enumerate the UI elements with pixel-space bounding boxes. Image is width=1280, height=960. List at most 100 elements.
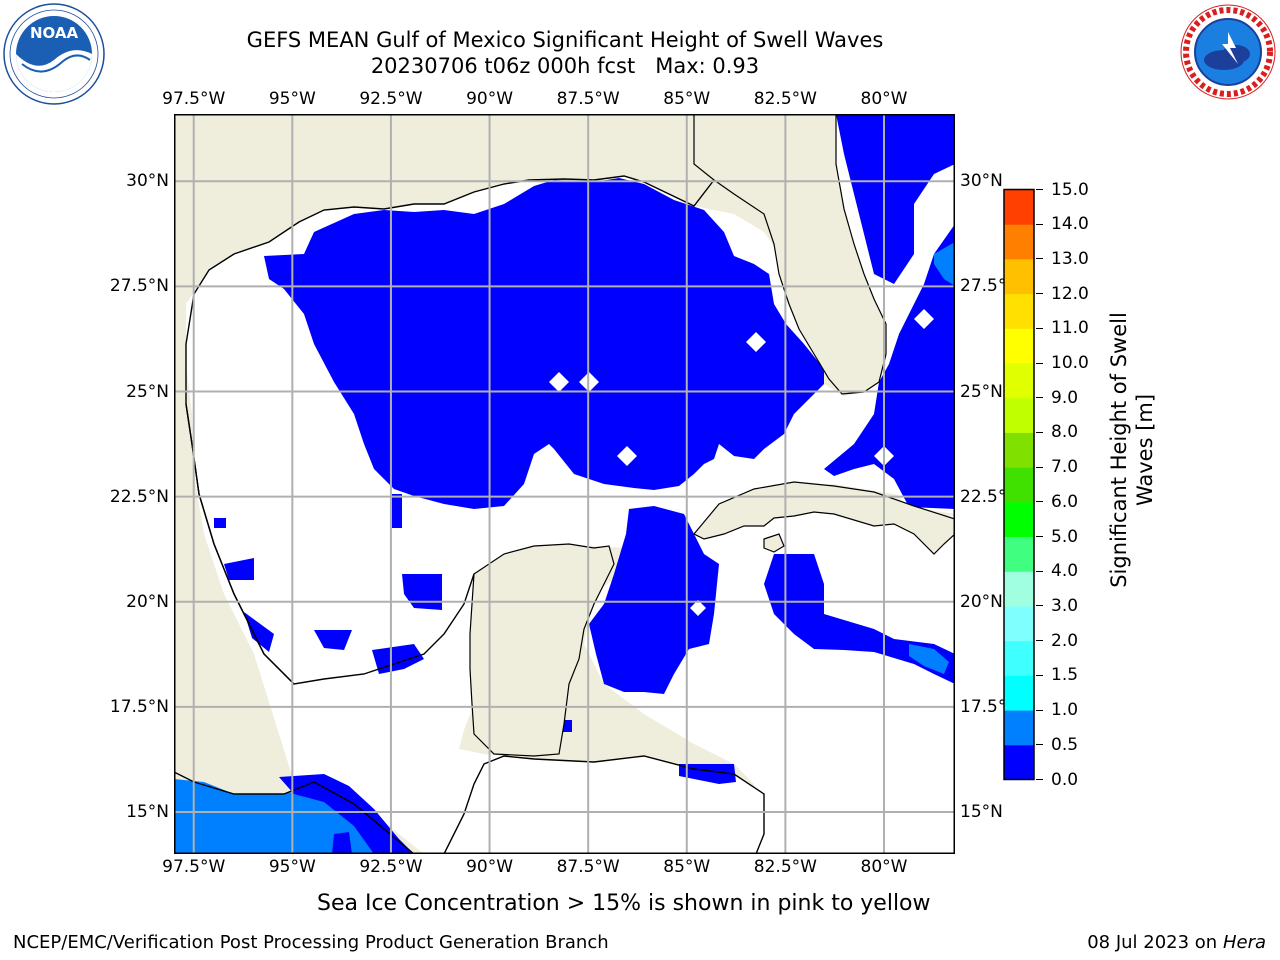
- colorbar-tick-label: 14.0: [1051, 214, 1089, 235]
- lat-tick-label-left: 17.5°N: [109, 696, 169, 717]
- colorbar-tick-label: 10.0: [1051, 353, 1089, 374]
- colorbar-bin: [1004, 258, 1034, 295]
- colorbar-tick-label: 0.5: [1051, 734, 1079, 755]
- colorbar-bin: [1004, 467, 1034, 503]
- colorbar-frame: [1003, 188, 1035, 781]
- colorbar-tick: [1036, 744, 1043, 746]
- swell-gap-1: [549, 372, 569, 392]
- sea-ice-note: Sea Ice Concentration > 15% is shown in …: [317, 891, 931, 916]
- swell-gap-6: [914, 309, 934, 329]
- colorbar-tick: [1036, 397, 1043, 399]
- chart-subtitle: 20230706 t06z 000h fcst Max: 0.93: [370, 54, 760, 78]
- lon-tick-label-bottom: 92.5°W: [359, 857, 423, 877]
- swell-region-atlantic-mid: [934, 242, 955, 286]
- swell-gap-3: [746, 332, 766, 352]
- chart-title: GEFS MEAN Gulf of Mexico Significant Hei…: [246, 28, 884, 52]
- lon-tick-label-top: 92.5°W: [359, 89, 423, 109]
- lat-tick-label-left: 27.5°N: [109, 276, 169, 297]
- colorbar-bin: [1004, 501, 1034, 538]
- colorbar-tick-label: 2.0: [1051, 630, 1079, 651]
- colorbar-tick: [1036, 501, 1043, 503]
- pacific-water: [174, 779, 414, 854]
- swell-gap-7: [690, 600, 706, 616]
- colorbar-bin: [1004, 224, 1034, 260]
- colorbar-tick-label: 15.0: [1051, 179, 1089, 200]
- lat-tick-label-left: 22.5°N: [109, 486, 169, 507]
- swell-region-atlantic: [824, 114, 955, 509]
- colorbar-tick-label: 13.0: [1051, 248, 1089, 269]
- colorbar-tick: [1036, 189, 1043, 190]
- map-panel: [174, 114, 955, 854]
- yucatan-land: [469, 543, 615, 757]
- lat-tick-label-right: 30°N: [960, 171, 1003, 192]
- colorbar: [1003, 188, 1035, 781]
- swell-region-bay-campeche-5: [224, 558, 254, 580]
- colorbar-tick-label: 11.0: [1051, 318, 1089, 339]
- colorbar-tick-label: 0.0: [1051, 769, 1079, 790]
- colorbar-bin: [1004, 571, 1034, 607]
- nws-logo-icon: [1178, 2, 1278, 102]
- colorbar-bin: [1004, 397, 1034, 433]
- lat-tick-label-right: 25°N: [960, 381, 1003, 402]
- cuba-land: [693, 481, 955, 555]
- lon-tick-label-top: 95°W: [268, 89, 316, 109]
- swell-region-north-gulf: [264, 178, 824, 509]
- colorbar-bin: [1004, 189, 1034, 225]
- lat-tick-label-left: 30°N: [126, 171, 169, 192]
- colorbar-tick: [1036, 223, 1043, 225]
- lon-tick-label-top: 82.5°W: [753, 89, 817, 109]
- lon-tick-label-bottom: 95°W: [268, 857, 316, 877]
- map-frame: [174, 114, 955, 854]
- swell-region-bay-campeche-6: [214, 518, 226, 528]
- lon-tick-label-bottom: 87.5°W: [556, 857, 620, 877]
- swell-region-cuba-south-mid: [909, 644, 949, 674]
- colorbar-bin: [1004, 363, 1034, 399]
- colorbar-title-line2: Waves [m]: [1133, 393, 1157, 507]
- colorbar-title: Significant Height of Swell Waves [m]: [1102, 250, 1162, 650]
- noaa-logo-icon: NOAA: [2, 2, 106, 106]
- colorbar-tick: [1036, 570, 1043, 572]
- lat-tick-label-left: 20°N: [126, 591, 169, 612]
- lon-tick-label-bottom: 85°W: [663, 857, 711, 877]
- colorbar-tick-label: 6.0: [1051, 491, 1079, 512]
- colorbar-tick: [1036, 605, 1043, 607]
- lat-tick-label-right: 20°N: [960, 591, 1003, 612]
- footer-machine: Hera: [1222, 932, 1266, 953]
- pacific-water-blob: [332, 832, 352, 854]
- colorbar-bin: [1004, 536, 1034, 572]
- colorbar-tick-label: 1.0: [1051, 700, 1079, 721]
- colorbar-bin: [1004, 328, 1034, 364]
- colorbar-tick: [1036, 674, 1043, 676]
- colorbar-title-line1: Significant Height of Swell: [1107, 312, 1131, 588]
- gridlines: [174, 114, 955, 854]
- colorbar-tick: [1036, 709, 1043, 711]
- colorbar-tick-label: 4.0: [1051, 561, 1079, 582]
- noaa-logo-text: NOAA: [30, 24, 79, 42]
- lon-tick-label-top: 85°W: [663, 89, 711, 109]
- swell-region-cuba-south: [764, 554, 955, 684]
- lon-tick-label-top: 97.5°W: [162, 89, 226, 109]
- swell-region-bay-campeche-4: [244, 612, 274, 652]
- colorbar-bin: [1004, 710, 1034, 746]
- colorbar-tick-label: 8.0: [1051, 422, 1079, 443]
- colorbar-tick: [1036, 466, 1043, 468]
- lon-tick-label-top: 87.5°W: [556, 89, 620, 109]
- lat-tick-label-left: 25°N: [126, 381, 169, 402]
- florida-land: [693, 114, 887, 395]
- colorbar-tick: [1036, 293, 1043, 295]
- swell-region-bay-campeche-3: [314, 630, 352, 650]
- colorbar-tick-label: 7.0: [1051, 457, 1079, 478]
- colorbar-bin: [1004, 432, 1034, 468]
- colorbar-tick-label: 3.0: [1051, 595, 1079, 616]
- colorbar-bin: [1004, 744, 1034, 780]
- colorbar-bin: [1004, 640, 1034, 676]
- colorbar-bin: [1004, 293, 1034, 329]
- footer-branch: NCEP/EMC/Verification Post Processing Pr…: [13, 932, 609, 953]
- colorbar-bin: [1004, 605, 1034, 642]
- swell-gap-4: [617, 446, 637, 466]
- mexico-coastline: [185, 403, 475, 685]
- colorbar-tick-label: 9.0: [1051, 387, 1079, 408]
- lon-tick-label-bottom: 90°W: [466, 857, 514, 877]
- colorbar-tick: [1036, 536, 1043, 538]
- colorbar-tick-label: 12.0: [1051, 283, 1089, 304]
